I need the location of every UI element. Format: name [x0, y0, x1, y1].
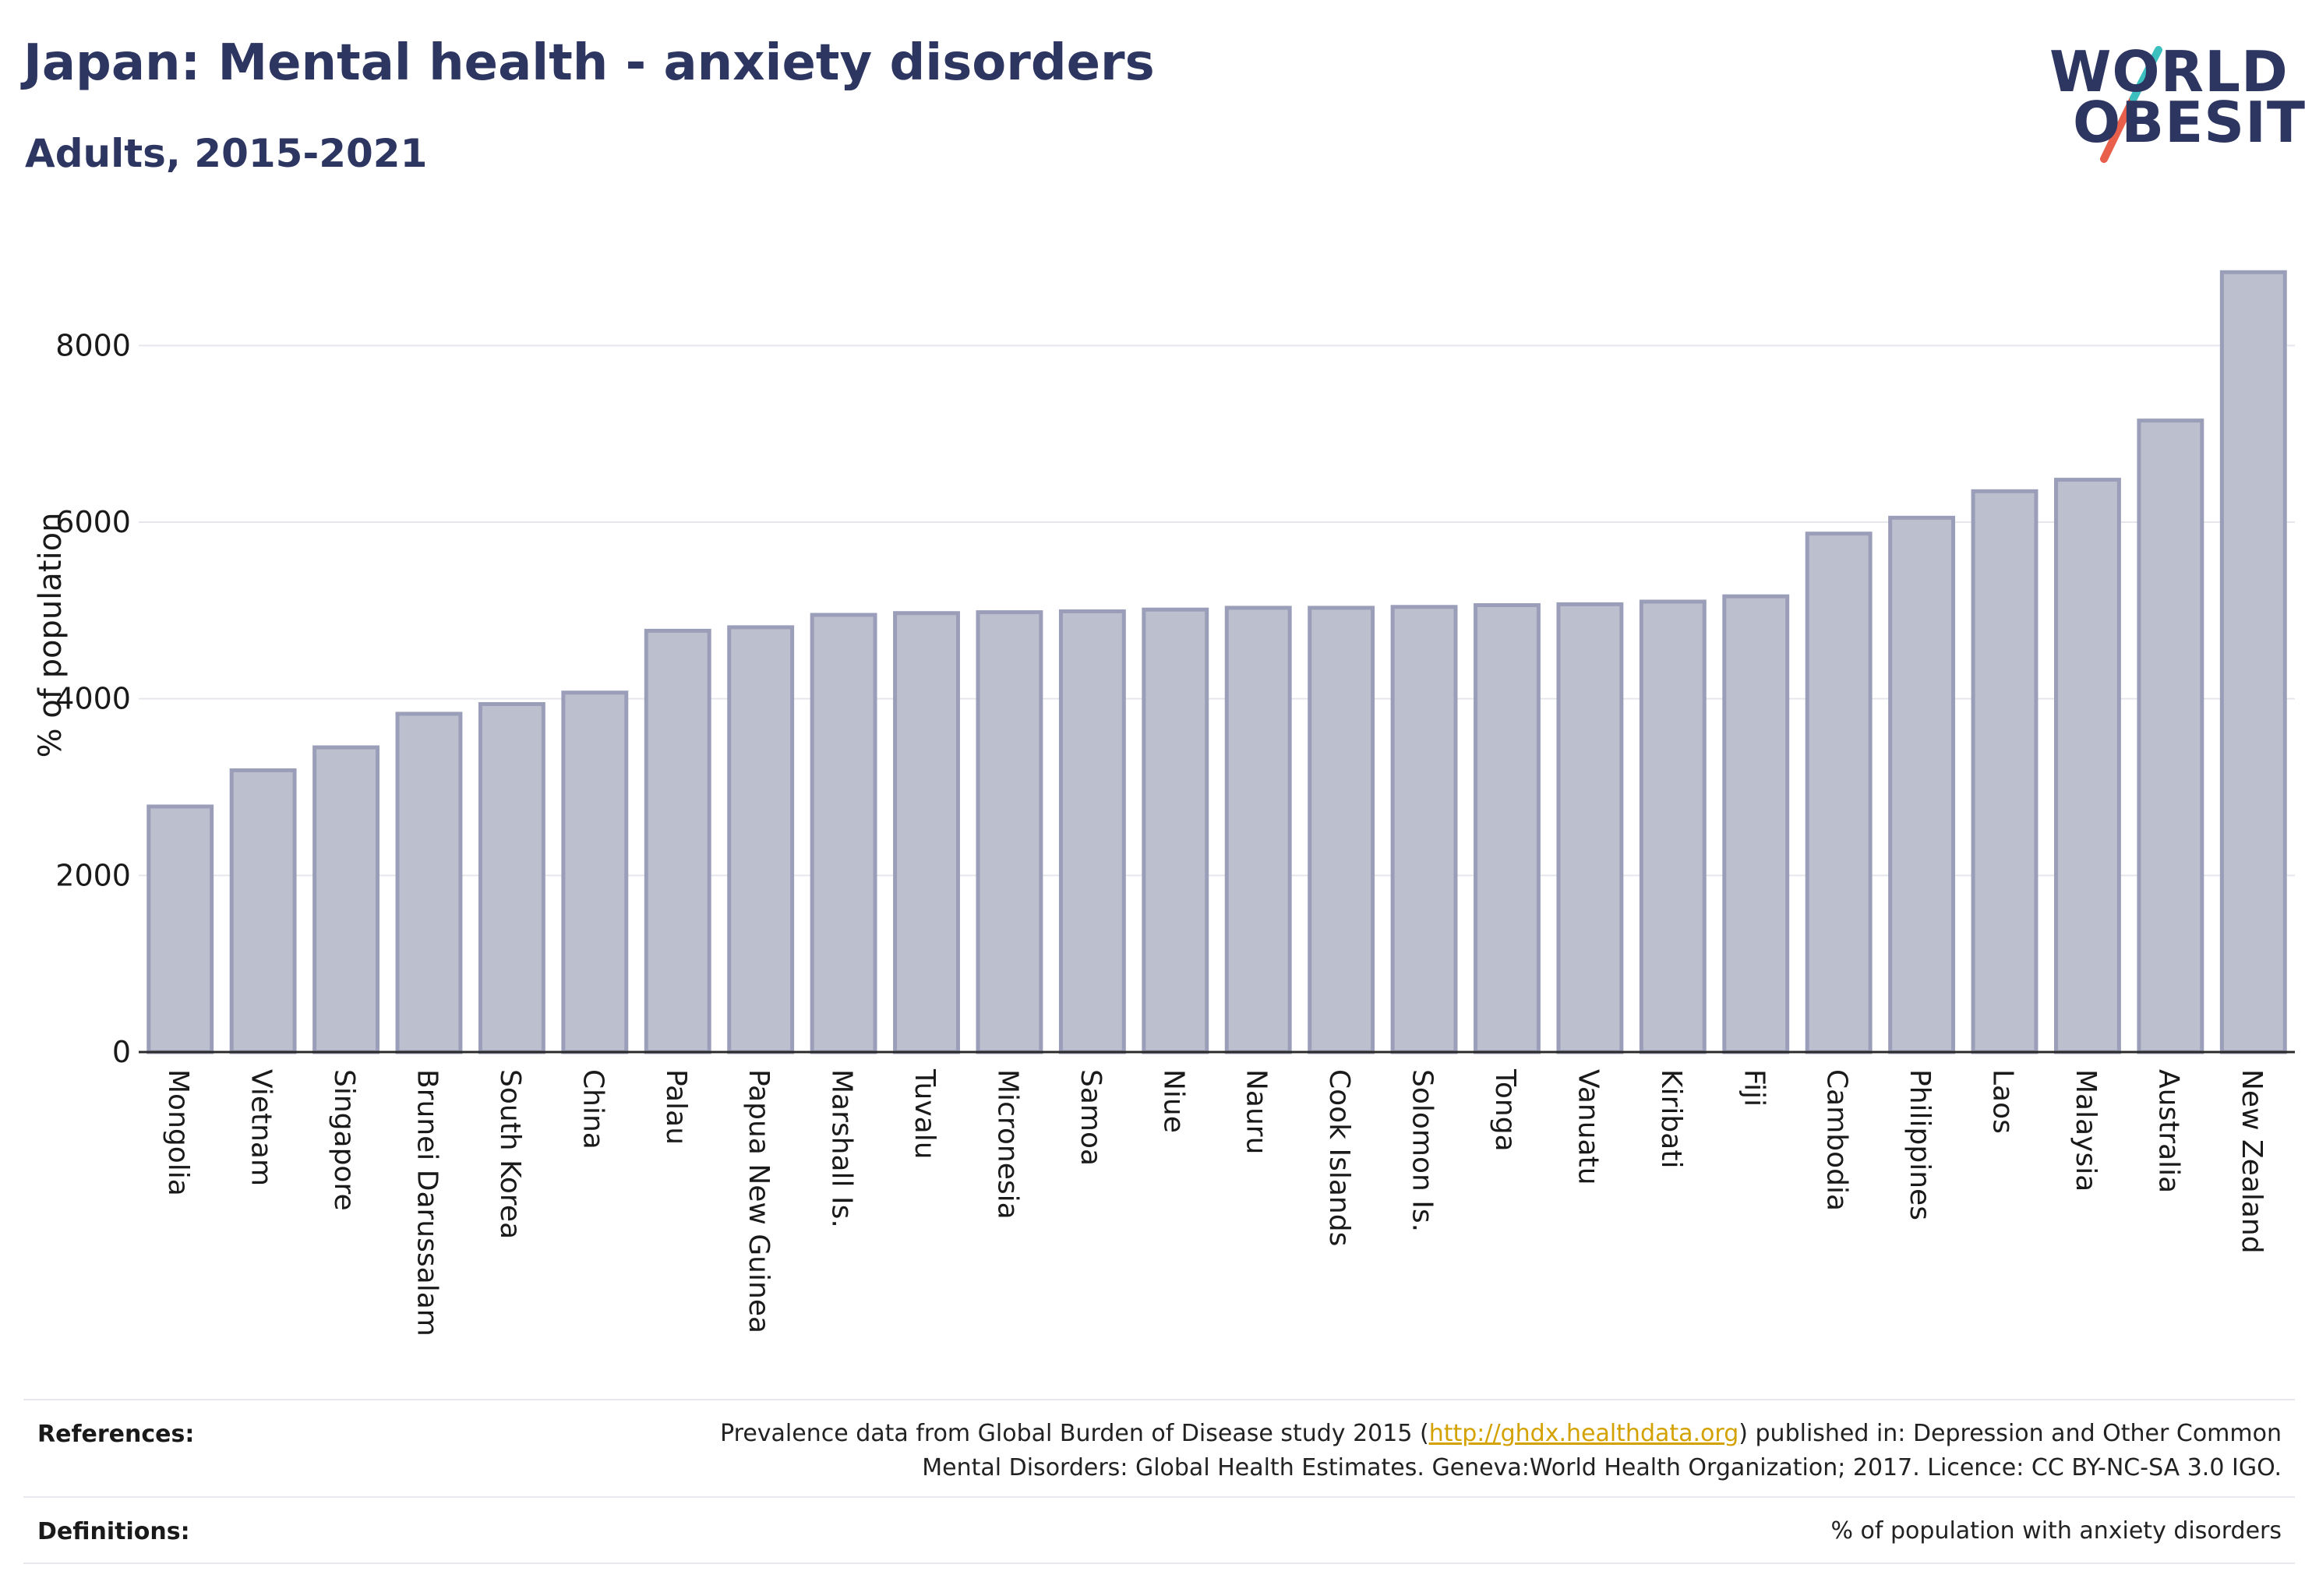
- divider-top: [23, 1399, 2295, 1400]
- bar[interactable]: [1971, 489, 2038, 1054]
- y-tick-label: 6000: [55, 505, 131, 539]
- x-tick-label: Cook Islands: [1323, 1069, 1355, 1246]
- x-tick-label: Laos: [1987, 1069, 2019, 1134]
- x-tick-label: Malaysia: [2070, 1069, 2102, 1192]
- x-tick-label: China: [577, 1069, 609, 1149]
- y-tick-label: 0: [112, 1035, 131, 1069]
- x-tick-label: Vietnam: [245, 1069, 277, 1186]
- definitions-text: % of population with anxiety disorders: [1830, 1517, 2282, 1545]
- definitions-label: Definitions:: [37, 1518, 190, 1545]
- x-tick-labels: Mongolia Vietnam Singapore Brunei Darussala…: [162, 1068, 2268, 1336]
- x-tick-label: Marshall Is.: [826, 1069, 858, 1228]
- x-tick-label: Brunei Darussalam: [411, 1069, 443, 1336]
- bar[interactable]: [1390, 605, 1458, 1054]
- bar[interactable]: [1805, 531, 1873, 1054]
- bar[interactable]: [1224, 606, 1292, 1054]
- x-tick-label: Vanuatu: [1572, 1069, 1604, 1185]
- references-link[interactable]: http://ghdx.healthdata.org: [1428, 1420, 1739, 1447]
- bar[interactable]: [1058, 609, 1126, 1054]
- world-obesity-logo: WORLD OBESITY: [2042, 36, 2305, 168]
- x-tick-label: Fiji: [1738, 1069, 1770, 1107]
- x-tick-label: Mongolia: [162, 1069, 194, 1196]
- chart-title: Japan: Mental health - anxiety disorders: [23, 34, 1155, 92]
- bar-chart: 0 2000 4000 6000 8000 Mongolia Vietnam Singapo…: [33, 270, 2295, 1336]
- y-tick-label: 2000: [55, 858, 131, 892]
- bar[interactable]: [1888, 515, 1956, 1054]
- references-text-before: Prevalence data from Global Burden of Di…: [720, 1420, 1429, 1447]
- references-text: Prevalence data from Global Burden of Di…: [489, 1417, 2282, 1485]
- bars: [146, 270, 2287, 1054]
- chart-subtitle: Adults, 2015-2021: [25, 131, 428, 176]
- bar[interactable]: [976, 610, 1043, 1054]
- references-label: References:: [37, 1421, 195, 1448]
- x-tick-label: New Zealand: [2236, 1069, 2268, 1254]
- x-tick-label: Papua New Guinea: [743, 1069, 775, 1333]
- bar[interactable]: [312, 745, 379, 1054]
- x-tick-label: Samoa: [1075, 1069, 1107, 1166]
- references-line2: Mental Disorders: Global Health Estimate…: [922, 1454, 2282, 1481]
- bar[interactable]: [893, 611, 960, 1054]
- bar[interactable]: [561, 690, 629, 1054]
- divider-middle: [23, 1496, 2295, 1498]
- bar[interactable]: [229, 768, 297, 1054]
- x-tick-label: South Korea: [494, 1069, 526, 1239]
- bar[interactable]: [1639, 599, 1707, 1054]
- x-tick-label: Kiribati: [1655, 1069, 1687, 1168]
- x-tick-label: Micronesia: [991, 1069, 1023, 1220]
- bar[interactable]: [644, 628, 711, 1054]
- bar[interactable]: [810, 613, 877, 1054]
- bar[interactable]: [727, 625, 795, 1054]
- x-tick-label: Philippines: [1904, 1069, 1936, 1220]
- x-tick-label: Tonga: [1489, 1068, 1521, 1152]
- bar[interactable]: [2054, 478, 2121, 1054]
- bar[interactable]: [2137, 418, 2204, 1054]
- references-text-after: ) published in: Depression and Other Com…: [1738, 1420, 2282, 1447]
- x-tick-label: Cambodia: [1821, 1069, 1853, 1211]
- bar[interactable]: [1556, 602, 1624, 1054]
- y-tick-label: 4000: [55, 682, 131, 716]
- bar[interactable]: [1308, 606, 1375, 1054]
- x-tick-label: Niue: [1157, 1069, 1189, 1133]
- x-tick-label: Tuvalu: [909, 1068, 941, 1160]
- bar[interactable]: [146, 804, 214, 1054]
- bar[interactable]: [478, 701, 545, 1054]
- x-tick-label: Singapore: [328, 1069, 360, 1211]
- bar[interactable]: [395, 711, 463, 1054]
- y-tick-label: 8000: [55, 328, 131, 362]
- y-axis-label: % of population: [33, 513, 69, 758]
- x-tick-label: Australia: [2152, 1069, 2184, 1193]
- x-tick-label: Palau: [660, 1069, 692, 1145]
- bar[interactable]: [1722, 594, 1790, 1054]
- logo-word-world: WORLD: [2049, 39, 2289, 104]
- bar[interactable]: [1142, 607, 1209, 1054]
- bar[interactable]: [2219, 270, 2287, 1054]
- x-tick-label: Nauru: [1241, 1069, 1273, 1154]
- bar[interactable]: [1474, 603, 1541, 1054]
- logo-slash-icon: [2100, 46, 2162, 163]
- x-tick-label: Solomon Is.: [1407, 1069, 1438, 1232]
- logo-word-obesity: OBESITY: [2073, 90, 2305, 155]
- divider-bottom: [23, 1562, 2295, 1564]
- y-tick-labels: 0 2000 4000 6000 8000: [55, 328, 131, 1069]
